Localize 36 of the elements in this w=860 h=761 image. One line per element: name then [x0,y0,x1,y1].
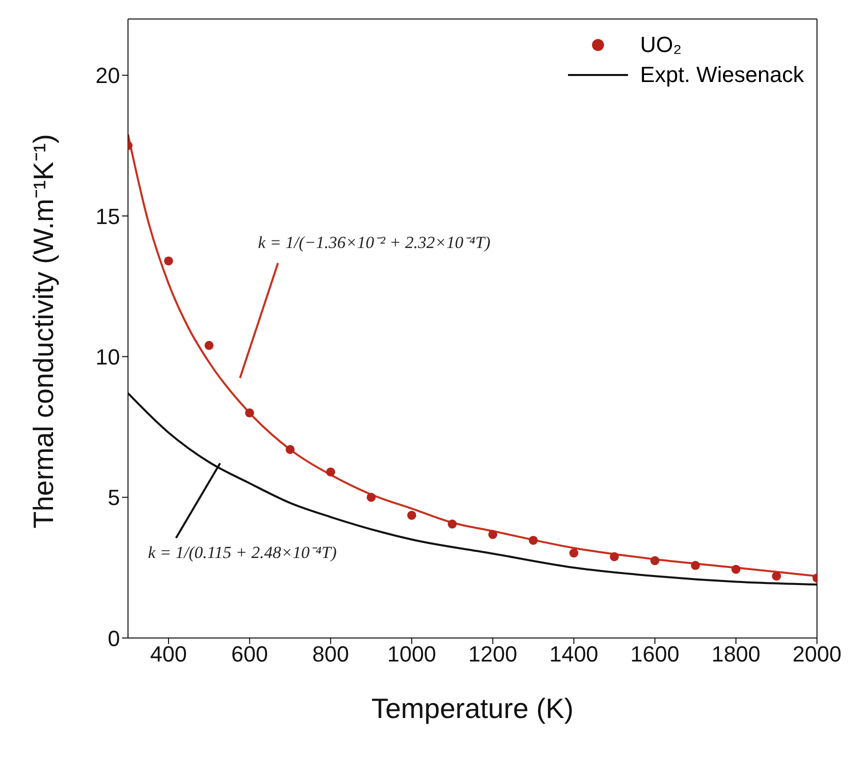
x-tick-label: 2000 [792,642,842,667]
point [326,467,336,476]
point [204,340,214,350]
legend-label: UO₂ [640,32,682,58]
x-tick-label: 800 [312,642,350,667]
y-tick-label: 5 [108,485,120,510]
point [488,530,498,539]
x-tick-label: 1200 [468,642,518,667]
y-tick-label: 20 [96,63,120,88]
x-tick-label: 1000 [387,642,436,667]
point [407,510,416,520]
annotation: k = 1/(0.115 + 2.48×10⁻⁴T) [148,543,337,562]
y-axis-title: Thermal conductivity (W.m⁻¹K⁻¹) [28,134,59,528]
point [772,572,781,581]
point [569,548,578,558]
y-tick-label: 0 [108,626,120,651]
x-tick-label: 600 [231,642,268,667]
point [164,256,174,266]
point [528,536,538,545]
legend-label: Expt. Wiesenack [640,62,804,88]
point [731,564,740,574]
point [245,408,254,418]
point [690,560,700,570]
point [650,556,660,566]
y-tick-label: 15 [96,204,120,229]
x-tick-label: 1800 [711,642,760,667]
x-tick-label: 1400 [549,642,598,667]
x-tick-label: 400 [150,642,187,667]
x-axis-title: Temperature (K) [371,693,574,724]
y-tick-label: 10 [96,344,120,370]
x-tick-label: 1600 [630,642,680,667]
point [448,520,457,529]
point [366,492,376,502]
annotation: k = 1/(−1.36×10⁻² + 2.32×10⁻⁴T) [258,233,491,252]
point [610,552,619,562]
point [286,444,295,454]
